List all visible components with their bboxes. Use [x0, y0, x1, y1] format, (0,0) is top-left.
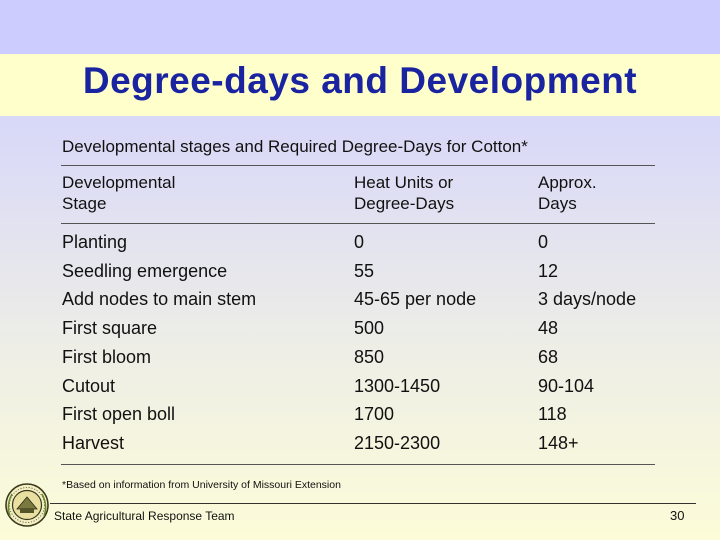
days-cell: 12 [538, 260, 559, 281]
heat-cell: 500 [354, 318, 385, 339]
days-cell: 118 [538, 404, 567, 425]
top-band [0, 0, 720, 54]
stage-cell: First square [62, 318, 158, 339]
heat-cell: 45-65 per node [354, 289, 477, 310]
heat-cell: 850 [354, 346, 385, 367]
slide-title: Degree-days and Development [82, 60, 638, 101]
days-cell: 148+ [538, 432, 579, 453]
page-number: 30 [670, 508, 685, 523]
days-cell: 90-104 [538, 375, 595, 396]
table-top-rule [61, 165, 655, 166]
table-bottom-rule [61, 464, 655, 465]
header-bottom-rule [61, 223, 655, 224]
heat-cell: 2150-2300 [354, 432, 441, 453]
source-footnote: *Based on information from University of… [62, 479, 341, 491]
header-stage-line2: Stage [62, 194, 107, 213]
header-stage: Developmental Stage [62, 172, 175, 214]
title-band [0, 54, 720, 116]
stage-cell: Harvest [62, 432, 125, 453]
header-stage-line1: Developmental [62, 173, 176, 192]
stage-cell: Cutout [62, 375, 116, 396]
heat-cell: 55 [354, 260, 375, 281]
heat-cell: 0 [354, 232, 365, 252]
days-cell: 3 days/node [538, 289, 637, 310]
days-cell: 0 [538, 232, 549, 252]
stage-cell: Planting [62, 232, 128, 252]
header-heat-line1: Heat Units or [354, 173, 454, 192]
header-heat-line2: Degree-Days [354, 194, 455, 213]
footer-rule [50, 503, 696, 504]
footer-organization: State Agricultural Response Team [54, 509, 235, 523]
days-cell: 48 [538, 318, 559, 339]
heat-cell: 1700 [354, 404, 395, 425]
header-days-line2: Days [538, 194, 577, 213]
header-approx-days: Approx. Days [538, 172, 597, 214]
header-days-line1: Approx. [538, 173, 597, 192]
header-heat-units: Heat Units or Degree-Days [354, 172, 454, 214]
heat-cell: 1300-1450 [354, 375, 441, 396]
sart-seal-icon [5, 483, 49, 527]
stage-cell: Add nodes to main stem [62, 289, 257, 310]
stage-cell: Seedling emergence [62, 260, 228, 281]
stage-cell: First bloom [62, 346, 152, 367]
table-caption: Developmental stages and Required Degree… [62, 137, 528, 156]
stage-cell: First open boll [62, 404, 176, 425]
days-cell: 68 [538, 346, 559, 367]
